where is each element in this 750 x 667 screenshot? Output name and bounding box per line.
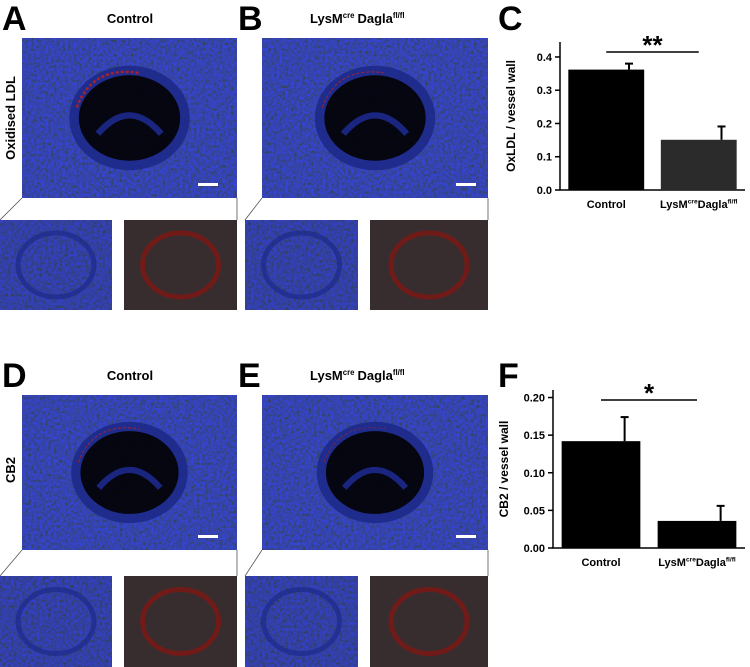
vessel-leaflet [340,112,410,136]
panel-letter: E [238,357,261,395]
stain [323,427,386,463]
y-tick-label: 0.10 [524,468,545,480]
bar [561,441,641,548]
inset-vessel [15,587,97,656]
scale-bar [198,183,218,186]
y-axis-label: OxLDL / vessel wall [504,60,518,172]
superscript: cre [343,368,355,377]
label-part: LysM [310,11,343,26]
stain [321,71,386,108]
superscript: cre [343,11,355,20]
row-label: Oxidised LDL [3,76,18,160]
label-part: LysM [660,199,688,211]
charts: 0.0 0.1 0.2 0.3 0.4 OxLDL / vessel wall Contro… [497,30,745,569]
zoom-lines [0,549,489,577]
y-tick-label: 0.15 [524,430,545,442]
label-part: Dagla [357,11,393,26]
x-tick-label: Control [581,557,620,569]
label-part: LysM [658,557,686,569]
inset-vessel [15,230,97,300]
panel-title: Control [107,368,153,383]
zoom-lines [0,197,489,221]
y-tick-label: 0.1 [537,152,552,164]
vessel-leaflet [341,466,409,490]
panel-title: LysMcre Daglafl/fl [310,368,405,383]
panel-letter: D [2,357,27,395]
bar [660,139,737,190]
scale-bar [456,535,476,538]
row-label: CB2 [3,457,18,483]
inset-vessel [140,587,221,656]
inset-vessel [261,587,342,656]
stain [77,427,140,463]
superscript: fl/fl [393,11,405,20]
bar [568,69,645,190]
label-part: Dagla [357,368,393,383]
superscript: fl/fl [726,557,736,564]
label-part: LysM [310,368,343,383]
label-part: Dagla [696,557,727,569]
x-tick-label: LysMcreDaglafl/fl [658,557,736,569]
superscript: cre [686,557,696,564]
y-tick-label: 0.00 [524,543,545,555]
inset-vessel [388,230,470,300]
y-tick-label: 0.05 [524,505,545,517]
superscript: fl/fl [728,199,738,206]
panel-title: LysMcre Daglafl/fl [310,11,405,26]
superscript: fl/fl [393,368,405,377]
stain [75,70,141,108]
micrographs [0,38,489,667]
vessel-leaflet [95,112,164,136]
scale-bar [198,535,218,538]
panel-letter: C [498,0,523,38]
x-tick-label: Control [587,199,626,211]
vessel-leaflet [96,466,163,490]
x-tick-label: LysMcreDaglafl/fl [660,199,738,211]
significance: * [644,378,655,408]
y-tick-label: 0.2 [537,118,552,130]
y-tick-label: 0.4 [537,52,553,64]
y-tick-label: 0.0 [537,185,552,197]
label-part: Dagla [698,199,729,211]
inset-vessel [261,230,342,300]
panel-letter: F [498,357,519,395]
y-tick-label: 0.3 [537,85,552,97]
superscript: cre [688,199,698,206]
panel-title: Control [107,11,153,26]
significance: ** [642,30,663,60]
inset-vessel [388,587,470,656]
inset-vessel [140,230,221,300]
y-axis-label: CB2 / vessel wall [497,421,511,518]
bar [657,520,737,548]
scale-bar [456,183,476,186]
y-tick-label: 0.20 [524,393,545,405]
panel-letter: B [238,0,263,38]
panel-letter: A [2,0,27,38]
